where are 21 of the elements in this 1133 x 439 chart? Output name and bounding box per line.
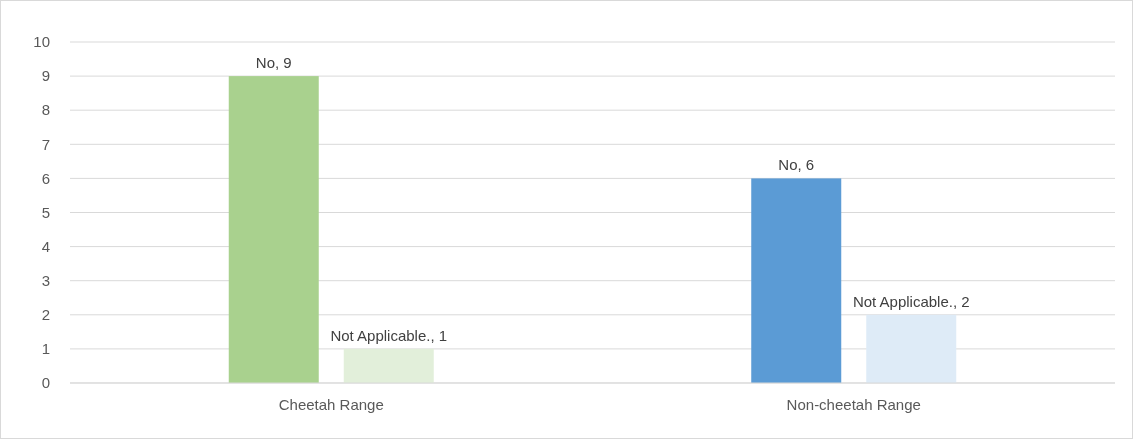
data-label: Not Applicable., 1 xyxy=(330,326,448,344)
y-tick-label: 6 xyxy=(41,169,50,187)
x-tick-label: Cheetah Range xyxy=(278,396,384,413)
bar xyxy=(228,76,319,383)
data-label: No, 6 xyxy=(778,156,815,174)
y-tick-label: 9 xyxy=(41,67,50,85)
bar xyxy=(343,348,434,383)
y-tick-label: 3 xyxy=(41,271,50,289)
y-tick-label: 0 xyxy=(41,374,50,392)
data-label: No, 9 xyxy=(255,54,292,72)
y-tick-label: 7 xyxy=(41,135,50,153)
y-tick-label: 10 xyxy=(33,33,50,51)
y-tick-label: 5 xyxy=(41,203,50,221)
y-tick-label: 8 xyxy=(41,101,50,119)
bar xyxy=(751,178,842,383)
bar xyxy=(866,314,957,383)
y-tick-label: 2 xyxy=(41,306,50,324)
y-tick-label: 1 xyxy=(41,340,50,358)
x-tick-label: Non-cheetah Range xyxy=(786,396,921,413)
y-tick-label: 4 xyxy=(41,237,50,255)
data-label: Not Applicable., 2 xyxy=(852,292,970,310)
